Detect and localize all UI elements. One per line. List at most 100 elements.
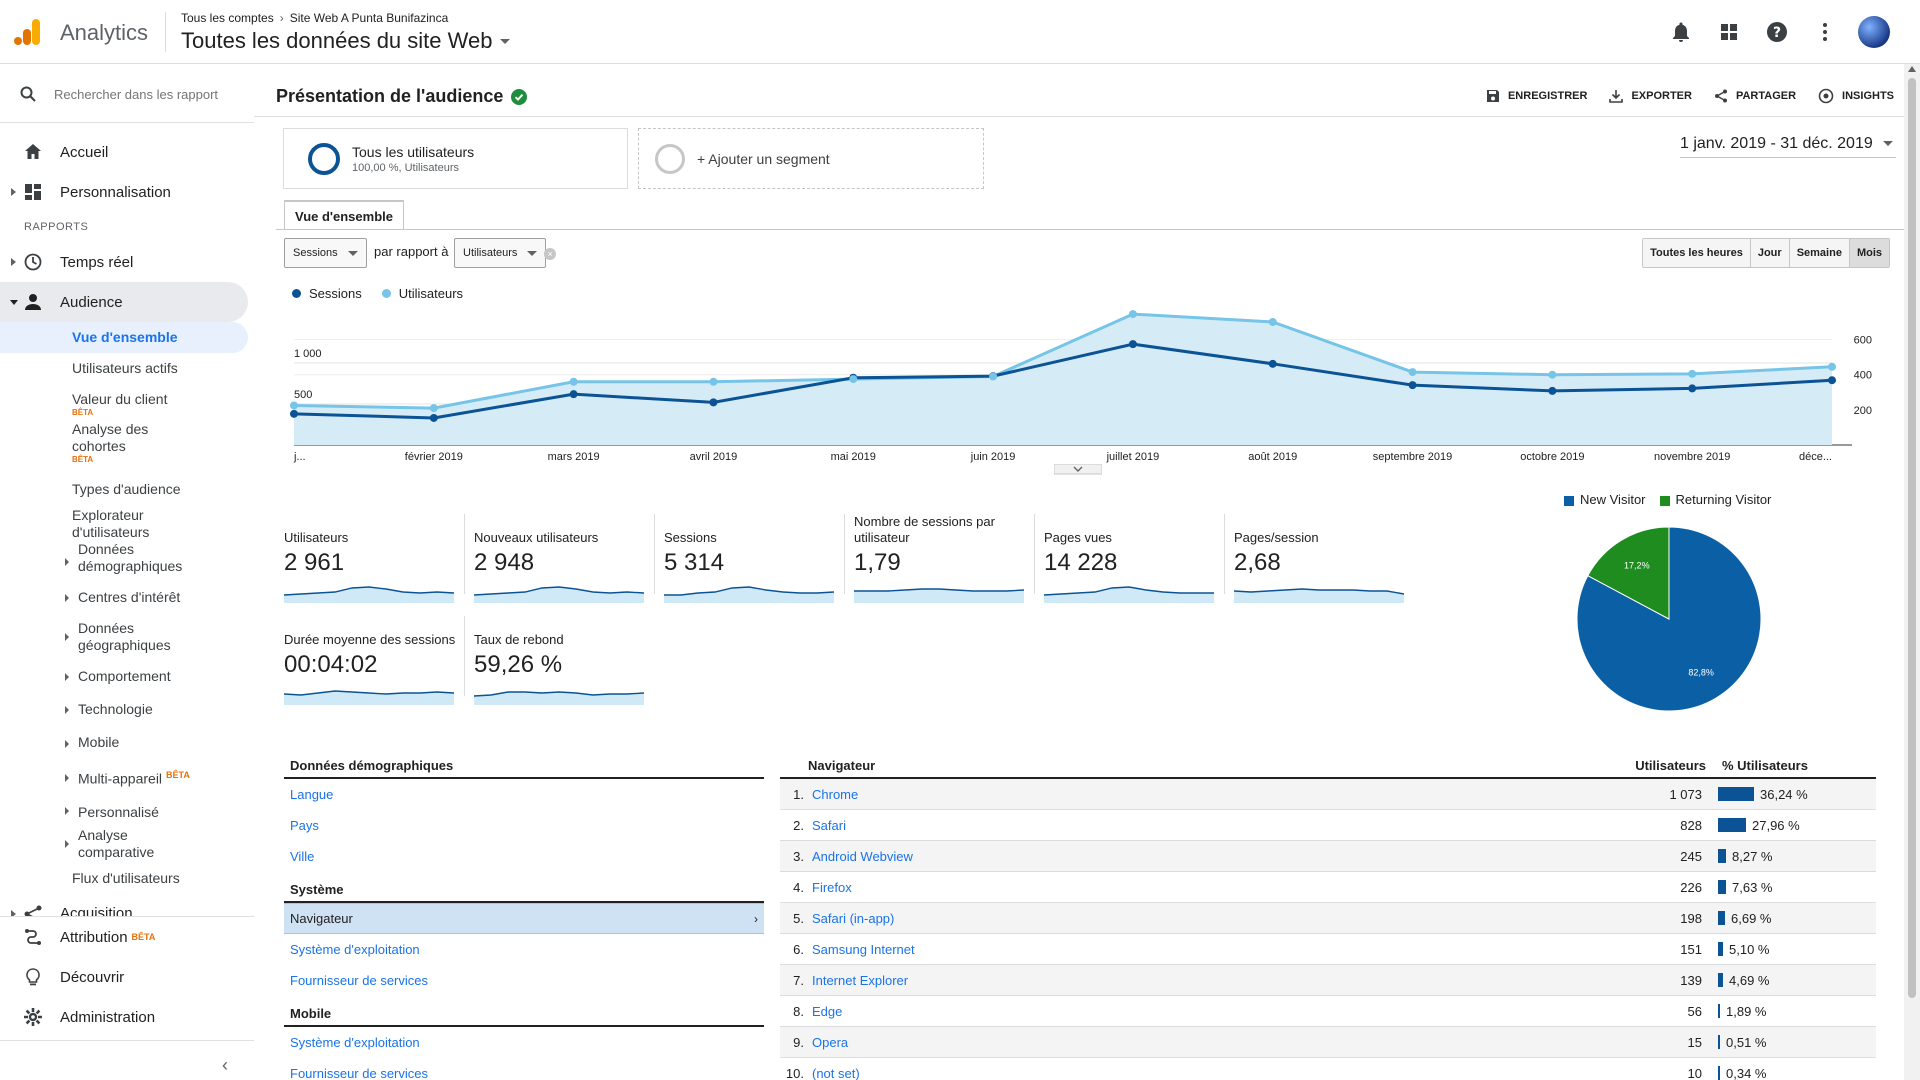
row-browser-link[interactable]: Edge — [812, 1003, 843, 1019]
scroll-up-icon[interactable] — [1908, 66, 1916, 72]
sidebar-item-attribution[interactable]: Attribution BÊTA — [0, 917, 254, 957]
scrollbar[interactable] — [1904, 64, 1920, 1080]
tab-overview[interactable]: Vue d'ensemble — [284, 200, 404, 230]
sidebar-item-audience-overview[interactable]: Vue d'ensemble — [0, 322, 248, 353]
row-index: 10. — [785, 1065, 804, 1080]
metric-card[interactable]: Pages/session 2,68 — [1224, 514, 1414, 603]
sidebar-item-cohort[interactable]: Analyse des cohortes BÊTA — [0, 419, 160, 471]
person-icon — [25, 294, 41, 310]
row-browser-link[interactable]: Samsung Internet — [812, 941, 915, 957]
sidebar-item-discover[interactable]: Découvrir — [0, 957, 254, 997]
sparkline-line — [474, 586, 644, 596]
metric-card[interactable]: Sessions 5 314 — [654, 514, 844, 603]
sidebar-item-active-users[interactable]: Utilisateurs actifs — [72, 360, 178, 376]
row-browser-link[interactable]: Internet Explorer — [812, 972, 909, 988]
metric-select[interactable]: Sessions — [284, 238, 367, 268]
metric-card[interactable]: Pages vues 14 228 — [1034, 514, 1224, 603]
sessions-users-chart[interactable]: 500 1 000 200 400 600 j... février 2019 mars 20… — [284, 304, 1874, 484]
link-mobile-service-provider[interactable]: Fournisseur de services — [290, 1066, 428, 1080]
bell-icon[interactable] — [1666, 17, 1696, 47]
sidebar-item-label: Technologie — [78, 701, 153, 717]
row-browser-link[interactable]: Android Webview — [812, 848, 913, 864]
sidebar-item-customization[interactable]: Personnalisation — [0, 172, 254, 212]
add-segment-button[interactable]: + Ajouter un segment — [638, 128, 984, 189]
share-label: PARTAGER — [1735, 90, 1797, 102]
visitor-type-pie[interactable]: 82,8% 17,2% — [1574, 524, 1764, 714]
granularity-week[interactable]: Semaine — [1789, 239, 1850, 267]
sidebar-item-admin[interactable]: Administration — [0, 997, 254, 1037]
link-browser[interactable]: Navigateur › — [284, 903, 764, 934]
link-os[interactable]: Système d'exploitation — [290, 942, 420, 957]
download-icon — [1609, 90, 1624, 103]
legend-dot-icon — [292, 289, 301, 298]
more-vert-icon[interactable] — [1810, 17, 1840, 47]
breadcrumb-property[interactable]: Site Web A Punta Bunifazinca — [289, 11, 449, 25]
granularity-month[interactable]: Mois — [1849, 239, 1889, 267]
sidebar-item-home[interactable]: Accueil — [0, 132, 254, 172]
breadcrumb-account[interactable]: Tous les comptes — [181, 11, 274, 25]
sidebar-item-interests[interactable]: Centres d'intérêt — [0, 582, 254, 613]
sidebar-item-users-flow[interactable]: Flux d'utilisateurs — [72, 869, 180, 886]
chevron-left-icon[interactable]: ‹ — [222, 1055, 228, 1075]
help-icon[interactable]: ? — [1762, 17, 1792, 47]
metric-card[interactable]: Nouveaux utilisateurs 2 948 — [464, 514, 654, 603]
browser-table: Navigateur Utilisateurs % Utilisateurs 1… — [780, 754, 1876, 1080]
sidebar-item-lifetime-value[interactable]: Valeur du client BÊTA — [0, 384, 254, 419]
sidebar-item-technology[interactable]: Technologie — [0, 692, 254, 727]
export-button[interactable]: EXPORTER — [1609, 89, 1692, 103]
breadcrumb[interactable]: Tous les comptes › Site Web A Punta Buni… — [181, 11, 448, 25]
sidebar-item-benchmarking[interactable]: Analyse comparative — [0, 825, 170, 863]
granularity-hourly[interactable]: Toutes les heures — [1643, 239, 1751, 267]
metric-value: 5 314 — [664, 549, 725, 576]
compare-metric-select[interactable]: Utilisateurs — [454, 238, 547, 268]
compare-select-value: Utilisateurs — [463, 247, 518, 259]
share-button[interactable]: PARTAGER — [1714, 89, 1796, 103]
insights-button[interactable]: INSIGHTS — [1818, 88, 1894, 104]
row-pct: 1,89 % — [1716, 1004, 1876, 1019]
row-browser-link[interactable]: Safari — [812, 817, 846, 833]
metric-card[interactable]: Utilisateurs 2 961 — [284, 514, 464, 603]
row-browser-link[interactable]: (not set) — [812, 1065, 860, 1080]
metric-select-value: Sessions — [293, 247, 338, 259]
x-tick-label: avril 2019 — [690, 451, 738, 463]
sidebar-item-behavior[interactable]: Comportement — [0, 661, 254, 692]
sidebar-item-geo[interactable]: Données géographiques — [0, 613, 200, 661]
chart-collapse-icon[interactable] — [1054, 464, 1102, 476]
sidebar-item-realtime[interactable]: Temps réel — [0, 242, 254, 282]
link-language[interactable]: Langue — [290, 787, 334, 802]
sidebar-item-cross-device[interactable]: Multi-appareil BÊTA — [0, 760, 254, 797]
sidebar-item-audiences[interactable]: Types d'audience — [72, 481, 181, 497]
row-browser-link[interactable]: Opera — [812, 1034, 849, 1050]
sidebar-item-demographics[interactable]: Données démographiques — [0, 541, 210, 582]
row-users: 10 — [1687, 1065, 1702, 1080]
analytics-logo-icon[interactable] — [14, 17, 42, 47]
row-browser-link[interactable]: Safari (in-app) — [812, 910, 895, 926]
row-browser-link[interactable]: Chrome — [812, 786, 859, 802]
granularity-day[interactable]: Jour — [1750, 239, 1790, 267]
date-range-picker[interactable]: 1 janv. 2019 - 31 déc. 2019 — [1680, 130, 1896, 158]
row-browser-link[interactable]: Firefox — [812, 879, 852, 895]
metric-card[interactable]: Taux de rebond 59,26 % — [464, 616, 654, 705]
search-input[interactable] — [54, 86, 244, 102]
avatar[interactable] — [1858, 16, 1890, 48]
sidebar-item-custom[interactable]: Personnalisé — [0, 797, 254, 825]
scrollbar-thumb[interactable] — [1908, 78, 1916, 998]
point-users — [1268, 318, 1277, 326]
link-city[interactable]: Ville — [290, 849, 315, 864]
metric-card[interactable]: Durée moyenne des sessions 00:04:02 — [284, 616, 464, 705]
metric-card[interactable]: Nombre de sessions par utilisateur 1,79 — [844, 514, 1034, 603]
clear-compare-icon[interactable]: × — [544, 248, 556, 260]
sidebar-item-user-explorer[interactable]: Explorateur d'utilisateurs — [72, 507, 150, 540]
apps-grid-icon[interactable] — [1714, 17, 1744, 47]
sparkline-line — [1044, 586, 1214, 596]
save-button[interactable]: ENREGISTRER — [1486, 89, 1587, 103]
link-service-provider[interactable]: Fournisseur de services — [290, 973, 428, 988]
view-selector[interactable]: Toutes les données du site Web — [181, 28, 511, 54]
link-mobile-os[interactable]: Système d'exploitation — [290, 1035, 420, 1050]
sidebar-item-mobile[interactable]: Mobile — [0, 727, 254, 760]
row-index: 4. — [793, 879, 804, 895]
segment-all-users[interactable]: Tous les utilisateurs 100,00 %, Utilisat… — [283, 128, 628, 189]
reports-section-label: RAPPORTS — [24, 221, 89, 233]
sidebar-item-audience[interactable]: Audience — [0, 282, 248, 322]
link-country[interactable]: Pays — [290, 818, 319, 833]
